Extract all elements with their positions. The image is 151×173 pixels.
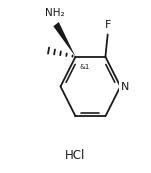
Polygon shape [53,22,76,57]
Text: HCl: HCl [65,149,86,162]
Text: F: F [104,20,111,30]
Text: &1: &1 [80,65,90,71]
Text: NH₂: NH₂ [45,8,64,18]
Text: N: N [120,81,129,92]
